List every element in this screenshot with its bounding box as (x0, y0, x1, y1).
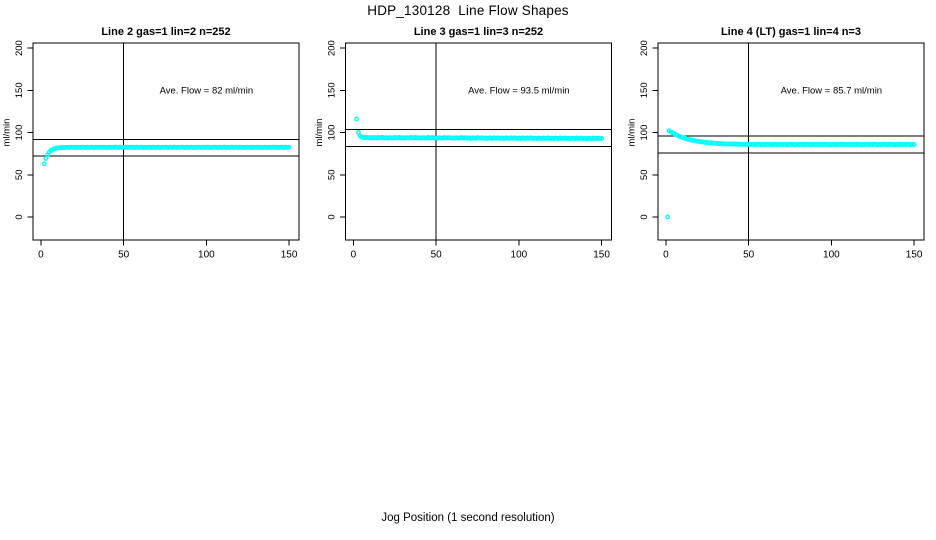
y-tick-label: 0 (14, 214, 25, 219)
x-tick-label: 50 (118, 250, 130, 261)
x-axis-label: Jog Position (1 second resolution) (381, 512, 555, 524)
data-point (354, 116, 360, 122)
panel-1: Line 2 gas=1 lin=2 n=252 0 50 100 150 0 50 100 1… (2, 26, 300, 261)
x-tick-label: 0 (663, 250, 669, 261)
y-tick-label: 50 (327, 169, 338, 180)
x-tick-label: 150 (906, 250, 923, 261)
chart-title: HDP_130128 Line Flow Shapes (367, 3, 569, 18)
data-point (43, 155, 49, 161)
x-tick-label: 50 (431, 250, 443, 261)
x-tick-label: 150 (281, 250, 298, 261)
y-axis-unit-label: ml/min (314, 119, 325, 147)
x-tick-label: 0 (38, 250, 44, 261)
panel-3: Line 4 (LT) gas=1 lin=4 n=3 0 50 100 150 0 50 1… (627, 26, 925, 261)
y-tick-label: 150 (14, 82, 25, 98)
x-tick-label: 150 (593, 250, 610, 261)
x-tick-label: 100 (198, 250, 215, 261)
y-axis-unit-label: ml/min (2, 119, 13, 147)
panel-2: Line 3 gas=1 lin=3 n=252 0 50 100 150 0 50 100 1… (314, 26, 612, 261)
y-tick-label: 0 (639, 214, 650, 219)
y-tick-label: 100 (327, 125, 338, 141)
ave-flow-annotation: Ave. Flow = 85.7 ml/min (781, 85, 882, 96)
y-tick-label: 200 (14, 40, 25, 56)
y-tick-label: 150 (327, 82, 338, 98)
x-tick-label: 0 (351, 250, 357, 261)
x-tick-label: 50 (743, 250, 755, 261)
y-tick-label: 0 (327, 214, 338, 219)
y-tick-label: 50 (14, 169, 25, 180)
data-point (599, 136, 605, 141)
y-tick-label: 150 (639, 82, 650, 98)
data-points (665, 128, 917, 220)
data-points (354, 116, 605, 142)
y-tick-label: 100 (14, 125, 25, 141)
data-point (41, 161, 47, 167)
ave-flow-annotation: Ave. Flow = 82 ml/min (160, 85, 254, 96)
y-tick-label: 200 (639, 40, 650, 56)
panel-title: Line 2 gas=1 lin=2 n=252 (101, 26, 230, 38)
data-point (665, 214, 671, 220)
plot-box (345, 42, 612, 241)
panel-title: Line 3 gas=1 lin=3 n=252 (414, 26, 543, 38)
y-tick-label: 50 (639, 169, 650, 180)
x-tick-label: 100 (823, 250, 840, 261)
data-point (911, 142, 917, 147)
data-points (41, 144, 292, 167)
y-tick-label: 100 (639, 125, 650, 141)
ave-flow-annotation: Ave. Flow = 93.5 ml/min (468, 85, 569, 96)
y-tick-label: 200 (327, 40, 338, 56)
y-axis-unit-label: ml/min (627, 119, 638, 147)
x-tick-label: 100 (511, 250, 528, 261)
panel-title: Line 4 (LT) gas=1 lin=4 n=3 (721, 26, 861, 38)
data-point (286, 144, 292, 150)
plot-box (657, 42, 925, 241)
plot-box (32, 42, 300, 241)
